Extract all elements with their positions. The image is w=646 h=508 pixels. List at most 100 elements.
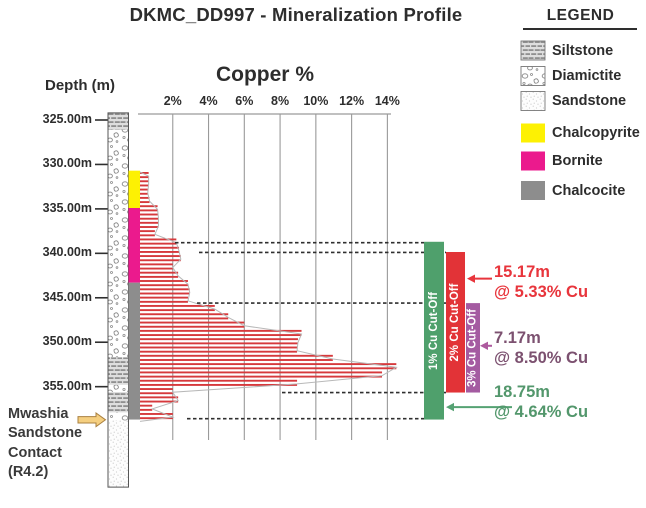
depth-tick-label: 325.00m — [42, 112, 92, 126]
copper-bar — [140, 255, 181, 258]
x-tick-label: 6% — [235, 94, 254, 108]
copper-bar — [140, 221, 159, 224]
legend-swatch-siltstone — [520, 40, 546, 61]
copper-bar — [140, 251, 180, 253]
annotation-arrow-head — [446, 402, 454, 412]
copper-bar — [140, 367, 397, 370]
legend-title: LEGEND — [546, 7, 615, 24]
depth-tick-label: 350.00m — [42, 334, 92, 349]
intercept-grade: @ 4.64% Cu — [494, 403, 589, 421]
legend-swatch-sandstone — [520, 91, 546, 111]
intercept-length: 7.17m — [494, 328, 541, 347]
legend-underline — [523, 28, 637, 30]
intercept-length: 15.17m — [494, 262, 550, 281]
profile-envelope-line — [139, 171, 398, 422]
copper-bar — [140, 338, 298, 341]
copper-bar — [140, 263, 173, 266]
copper-bar — [140, 300, 188, 303]
contact-note-line: Mwashia — [8, 406, 69, 422]
cutoff-label: 3% Cu Cut-Off — [466, 308, 479, 387]
lithology-segment-diamictite — [108, 412, 129, 421]
cutoff-column — [466, 303, 480, 393]
copper-bar — [140, 304, 215, 307]
copper-bar — [140, 371, 383, 374]
copper-bar — [140, 205, 158, 208]
copper-bar — [140, 234, 155, 237]
copper-bar — [140, 321, 245, 324]
legend-swatch-bornite — [521, 151, 545, 171]
copper-bar — [140, 188, 148, 191]
lithology-segment-siltstone — [108, 112, 129, 130]
copper-bar — [140, 354, 333, 357]
copper-bar — [140, 408, 153, 411]
x-tick-label: 2% — [163, 94, 182, 108]
legend-label: Chalcopyrite — [552, 125, 640, 141]
legend-swatch-chalcopyrite — [521, 123, 545, 143]
legend-swatch-chalcocite — [521, 181, 545, 200]
copper-bar — [140, 363, 397, 366]
copper-bar — [140, 201, 150, 204]
copper-bar — [140, 284, 188, 287]
depth-axis-title: Depth (m) — [45, 77, 115, 94]
copper-bar — [140, 275, 179, 278]
depth-tick-label: 345.00m — [42, 289, 92, 304]
mineral-band-chalcopyrite — [128, 170, 140, 209]
copper-bar — [140, 329, 302, 332]
intercept-grade: @ 8.50% Cu — [494, 349, 589, 367]
copper-bar — [140, 375, 383, 378]
legend-label: Siltstone — [552, 42, 614, 59]
copper-bar — [140, 296, 188, 299]
copper-bar — [140, 313, 229, 316]
copper-bar — [140, 242, 177, 245]
copper-bar — [140, 350, 298, 353]
copper-bar — [140, 172, 149, 174]
copper-bar — [140, 180, 149, 183]
copper-bar — [140, 230, 155, 233]
copper-bar — [140, 309, 215, 312]
copper-bar — [140, 342, 298, 345]
cutoff-label: 2% Cu Cut-Off — [448, 283, 461, 362]
copper-bar — [140, 359, 333, 361]
copper-bar — [140, 379, 298, 382]
contact-note-line: Sandstone — [8, 425, 83, 442]
copper-bar — [140, 259, 181, 262]
cutoff-label: 1% Cu Cut-Off — [427, 291, 440, 370]
lithology-segment-diamictite — [108, 384, 129, 393]
x-tick-label: 10% — [303, 94, 329, 108]
copper-bar — [140, 184, 149, 187]
copper-bar — [140, 176, 149, 179]
depth-tick-label: 335.00m — [42, 200, 92, 215]
depth-tick-label: 330.00m — [42, 156, 92, 171]
x-tick-label: 12% — [339, 94, 365, 108]
copper-bar — [140, 396, 179, 399]
copper-bar — [140, 392, 173, 395]
x-tick-label: 8% — [271, 94, 290, 108]
copper-bar — [140, 209, 158, 212]
x-tick-label: 4% — [199, 94, 218, 108]
mineral-band-bornite — [128, 208, 140, 283]
copper-bar — [140, 267, 173, 270]
mineral-band-chalcocite — [128, 282, 140, 420]
copper-bar — [140, 388, 173, 390]
copper-bar — [140, 280, 188, 282]
copper-bar — [140, 404, 153, 407]
lithology-segment-sandstone — [108, 420, 129, 488]
x-tick-label: 14% — [374, 94, 400, 108]
copper-bar — [140, 226, 159, 228]
intercept-grade: @ 5.33% Cu — [494, 283, 589, 301]
depth-tick-label: 355.00m — [42, 378, 92, 393]
copper-bar — [140, 383, 298, 386]
legend-label: Chalcocite — [552, 182, 626, 199]
copper-axis-title: Copper % — [215, 63, 314, 86]
contact-note-line: (R4.2) — [8, 463, 49, 480]
cutoff-column — [446, 252, 465, 393]
chart-title: DKMC_DD997 - Mineralization Profile — [129, 4, 463, 25]
copper-bar — [140, 213, 159, 216]
contact-arrow-icon — [77, 412, 107, 428]
copper-bar — [140, 346, 298, 349]
lithology-segment-diamictite — [108, 129, 129, 358]
annotation-arrow-head — [480, 341, 488, 350]
lithology-segment-siltstone — [108, 357, 129, 385]
